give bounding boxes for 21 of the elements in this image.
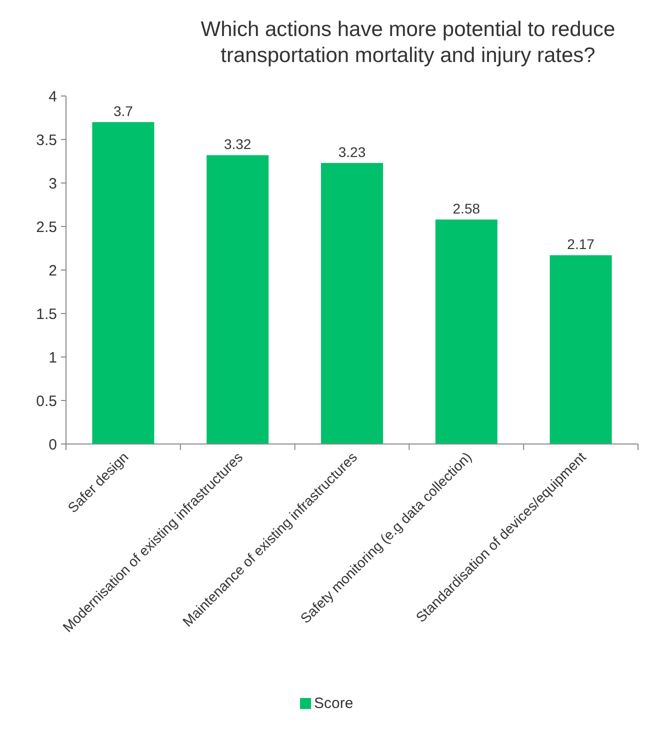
data-label: 3.23 [338, 144, 366, 160]
bar [92, 122, 154, 444]
y-tick-label: 1 [48, 349, 57, 366]
data-label: 3.32 [224, 136, 252, 152]
y-tick-label: 3 [48, 175, 57, 192]
data-label: 2.58 [452, 200, 480, 217]
bar [321, 162, 383, 444]
y-tick-label: 4 [48, 88, 57, 106]
chart-title: Which actions have more potential to reduce transportation mortality and injury rates? [200, 18, 616, 67]
y-tick-label: 0.5 [36, 392, 57, 410]
y-tick-label: 2.5 [36, 218, 57, 236]
y-tick-label: 2 [48, 262, 57, 280]
bar [550, 255, 612, 444]
y-tick-label: 1.5 [36, 306, 57, 323]
bar [435, 220, 498, 444]
bar [206, 155, 269, 444]
data-label: 3.7 [113, 103, 134, 120]
data-label: 2.17 [567, 236, 595, 252]
y-tick-label: 0 [48, 436, 57, 454]
y-tick-label: 3.5 [36, 132, 57, 149]
legend-label: Score [314, 695, 354, 712]
